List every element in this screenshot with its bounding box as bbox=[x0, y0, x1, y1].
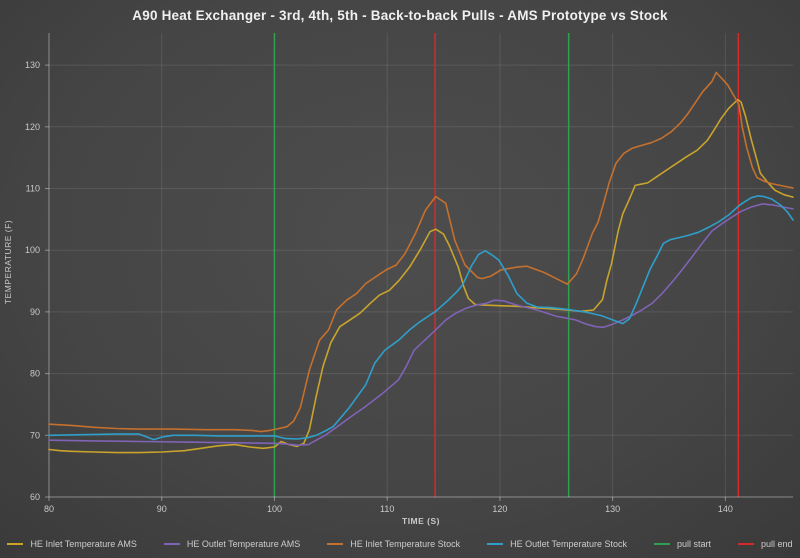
y-tick-label: 120 bbox=[25, 122, 40, 132]
legend-item-label: HE Inlet Temperature Stock bbox=[350, 539, 461, 549]
legend-swatch-line bbox=[327, 543, 344, 545]
series-HE-Inlet-Temperature-AMS bbox=[48, 98, 794, 454]
legend-item: pull end bbox=[738, 539, 793, 549]
y-tick-label: 90 bbox=[30, 307, 40, 317]
series-HE-Outlet-Temperature-AMS bbox=[48, 203, 794, 447]
legend-item: HE Inlet Temperature AMS bbox=[7, 539, 137, 549]
x-tick-label: 100 bbox=[267, 504, 282, 514]
legend-item-label: HE Inlet Temperature AMS bbox=[30, 539, 137, 549]
legend-item: HE Outlet Temperature AMS bbox=[163, 539, 301, 549]
chart-title: A90 Heat Exchanger - 3rd, 4th, 5th - Bac… bbox=[132, 8, 668, 23]
legend-swatch-line bbox=[163, 543, 180, 545]
y-tick-label: 70 bbox=[30, 430, 40, 440]
legend-swatch-line bbox=[487, 543, 504, 545]
x-tick-label: 90 bbox=[157, 504, 167, 514]
x-tick-label: 140 bbox=[718, 504, 733, 514]
legend-item-label: pull start bbox=[677, 539, 712, 549]
legend-swatch-line bbox=[7, 543, 24, 545]
legend-item: HE Outlet Temperature Stock bbox=[487, 539, 627, 549]
series-HE-Outlet-Temperature-Stock bbox=[48, 195, 794, 441]
series-HE-Inlet-Temperature-Stock bbox=[48, 71, 794, 433]
legend-item: pull start bbox=[654, 539, 711, 549]
legend-item-label: HE Outlet Temperature AMS bbox=[186, 539, 301, 549]
x-tick-label: 120 bbox=[492, 504, 507, 514]
legend-swatch-line bbox=[654, 543, 670, 545]
legend-item-label: pull end bbox=[761, 539, 793, 549]
legend: HE Inlet Temperature AMS HE Outlet Temper… bbox=[0, 535, 800, 553]
y-tick-label: 130 bbox=[25, 60, 40, 70]
x-tick-label: 110 bbox=[380, 504, 394, 514]
legend-item-label: HE Outlet Temperature Stock bbox=[510, 539, 627, 549]
x-axis-title: TIME (S) bbox=[402, 516, 440, 526]
x-tick-label: 130 bbox=[605, 504, 620, 514]
y-axis-title: TEMPERATURE (F) bbox=[3, 219, 13, 305]
legend-item: HE Inlet Temperature Stock bbox=[327, 539, 460, 549]
y-tick-label: 100 bbox=[25, 245, 40, 255]
y-tick-label: 80 bbox=[30, 369, 40, 379]
y-tick-label: 110 bbox=[26, 183, 40, 193]
x-tick-label: 80 bbox=[44, 504, 54, 514]
y-tick-label: 60 bbox=[30, 492, 40, 502]
legend-swatch-line bbox=[738, 543, 755, 545]
